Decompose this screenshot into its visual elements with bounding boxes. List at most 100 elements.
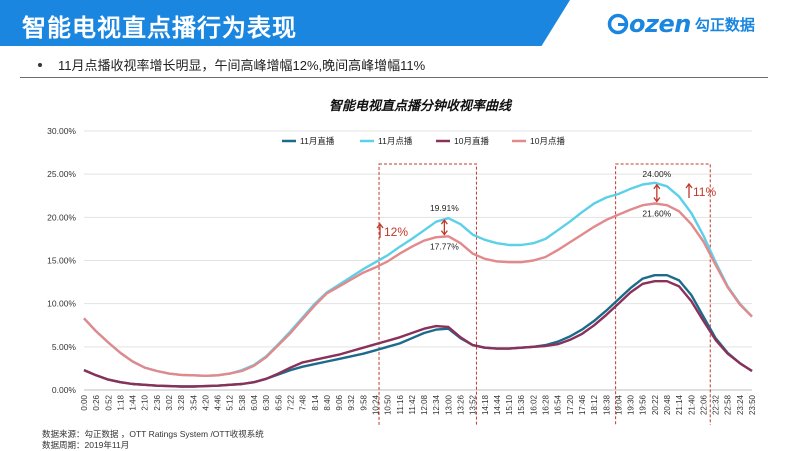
line-chart: 智能电视直点播分钟收视率曲线 0.00% 5.00% 10.00% 15.00% 20.… [47,98,757,425]
x-tick-label: 12:08 [420,394,429,415]
legend-label: 10月直播 [454,136,489,146]
x-tick-label: 8:14 [311,394,320,410]
x-tick-label: 4:20 [201,394,210,410]
footer-period: 数据周期：2019年11月 [42,440,130,450]
brand-logo: ozen 勾正数据 [607,10,755,38]
x-tick-label: 13:52 [469,394,478,415]
x-tick-label: 11:42 [408,394,417,414]
logo-chinese-name: 勾正数据 [694,15,755,34]
y-tick-label: 10.00% [47,299,76,309]
x-tick-label: 20:22 [651,394,660,415]
x-tick-label: 20:48 [663,394,672,415]
x-tick-label: 7:22 [286,394,295,410]
x-tick-label: 4:46 [214,394,223,410]
x-tick-label: 9:32 [347,394,356,410]
gridlines [84,130,752,391]
x-tick-label: 1:44 [129,394,138,410]
x-tick-label: 16:54 [554,394,563,415]
x-tick-label: 15:36 [517,394,526,415]
x-tick-label: 10:24 [371,394,380,415]
x-tick-label: 10:50 [384,394,393,415]
x-tick-label: 13:00 [444,394,453,415]
x-tick-label: 22:06 [699,394,708,415]
x-tick-label: 9:58 [359,394,368,410]
series-lines [83,181,753,388]
chart-legend: 11月直播 11月点播 10月直播 10月点播 [282,136,565,146]
y-tick-label: 15.00% [47,256,76,266]
x-tick-label: 0:26 [92,394,101,410]
chart-title: 智能电视直点播分钟收视率曲线 [329,98,513,114]
divider [20,77,768,78]
bullet-text: 11月点播收视率增长明显，午间高峰增幅12%,晚间高峰增幅11% [58,58,426,73]
banner-background [0,0,570,46]
x-tick-label: 15:10 [505,394,514,415]
annotation-noon-arrow-head-up [440,219,448,225]
x-tick-label: 3:02 [165,394,174,410]
x-tick-label: 0:52 [104,394,113,410]
annotation-evening-arrow-head-down [653,197,661,203]
series-line [83,202,753,377]
highlight-boxes [378,163,711,425]
x-tick-label: 8:40 [323,394,332,410]
annotation-evening-growth: 11% [693,185,716,199]
title-banner: 智能电视直点播行为表现 ozen 勾正数据 [0,0,800,46]
x-tick-label: 19:56 [639,394,648,415]
x-tick-label: 16:02 [529,394,538,415]
x-tick-label: 6:30 [262,394,271,410]
x-tick-label: 21:40 [687,394,696,415]
logo-g-icon [607,13,629,35]
y-tick-label: 5.00% [52,342,77,352]
chart-annotations: 19.91% 17.77% 24.00% 21.60% 12% 11% [376,169,716,252]
x-tick-label: 17:20 [566,394,575,415]
highlight-box [378,163,477,425]
page-title: 智能电视直点播行为表现 [22,14,297,42]
x-tick-label: 7:48 [299,394,308,410]
x-tick-label: 5:38 [238,394,247,410]
x-axis: 0:00 0:26 0:52 1:18 1:44 2:10 2:36 3:02 3:28 3:54… [80,394,757,415]
x-tick-label: 1:18 [116,394,125,410]
x-tick-label: 18:38 [602,394,611,415]
bullet-dot [38,62,42,67]
x-tick-label: 3:54 [189,394,198,410]
y-tick-label: 20.00% [47,212,76,222]
x-tick-label: 6:04 [250,394,259,410]
x-tick-label: 18:12 [590,394,599,415]
x-tick-label: 3:28 [177,394,186,410]
legend-label: 10月点播 [530,136,565,146]
x-tick-label: 14:44 [493,394,502,415]
y-tick-label: 30.00% [47,126,76,136]
x-tick-label: 2:10 [141,394,150,410]
x-tick-label: 22:32 [712,394,721,415]
series-line [83,280,753,388]
x-tick-label: 13:26 [457,394,466,415]
x-tick-label: 22:58 [724,394,733,415]
footer-source: 数据来源：勾正数据 ，OTT Ratings System /OTT收视系统 [42,429,264,439]
legend-label: 11月直播 [300,136,335,146]
x-tick-label: 19:30 [627,394,636,415]
annotation-noon-growth: 12% [384,225,408,239]
annotation-noon-bottom: 17.77% [430,242,459,252]
bullet-point: 11月点播收视率增长明显，午间高峰增幅12%,晚间高峰增幅11% [38,55,425,74]
x-tick-label: 6:56 [274,394,283,410]
x-tick-label: 17:46 [578,394,587,415]
x-tick-label: 19:04 [614,394,623,415]
y-tick-label: 0.00% [52,385,77,395]
x-tick-label: 12:34 [432,394,441,415]
x-tick-label: 21:14 [675,394,684,415]
annotation-evening-top: 24.00% [642,169,671,179]
annotation-noon-top: 19.91% [430,203,459,213]
legend-label: 11月点播 [378,136,413,146]
x-tick-label: 16:28 [542,394,551,415]
x-tick-label: 11:16 [396,394,405,414]
annotation-noon-growth-arrow-head [376,222,384,229]
x-tick-label: 0:00 [80,394,89,410]
x-tick-label: 5:12 [226,394,235,410]
x-tick-label: 14:18 [481,394,490,415]
x-tick-label: 23:24 [736,394,745,415]
y-axis: 0.00% 5.00% 10.00% 15.00% 20.00% 25.00% 30.00% [47,126,76,395]
y-tick-label: 25.00% [47,169,76,179]
x-tick-label: 9:06 [335,394,344,410]
logo-wordmark: ozen [629,10,691,38]
annotation-evening-bottom: 21.60% [642,209,671,219]
x-tick-label: 2:36 [153,394,162,410]
